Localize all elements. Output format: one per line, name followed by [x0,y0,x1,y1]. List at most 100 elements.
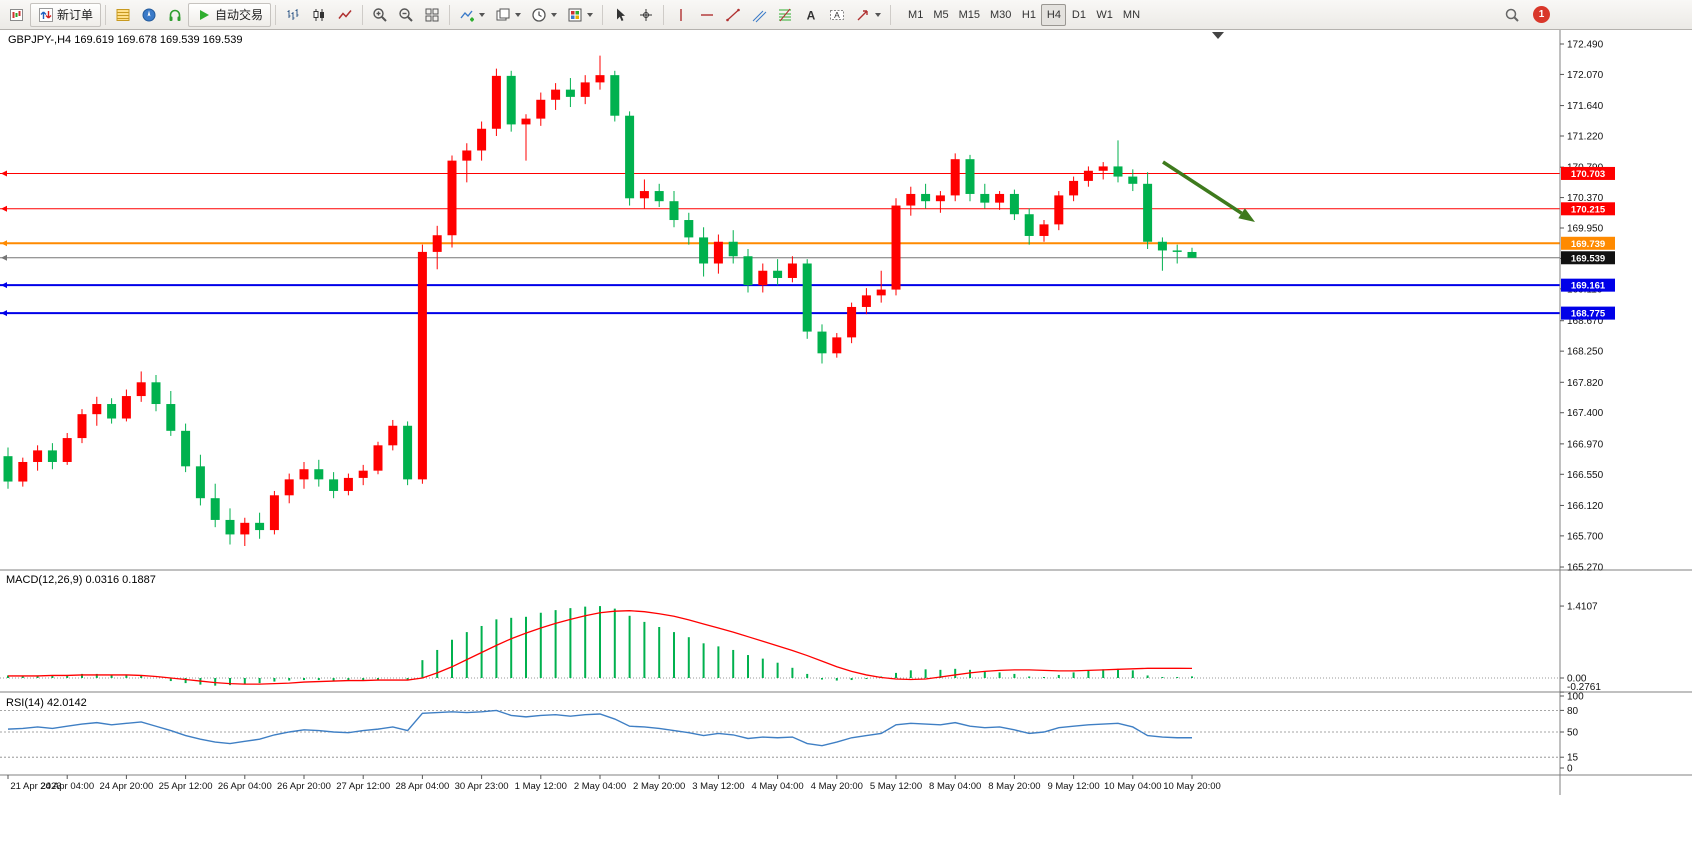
candle-body [92,404,102,415]
new-order-button[interactable]: 新订单 [30,2,102,27]
price-badge [1561,251,1615,265]
candle-body [1054,195,1064,225]
timeframe-d1-button[interactable]: D1 [1071,8,1086,21]
candlestick-chart-button[interactable] [306,3,332,27]
new-order-icon [39,7,53,22]
timeframe-h1-button[interactable]: H1 [1021,8,1036,21]
vertical-line-button[interactable] [668,3,694,27]
candle-body [77,414,87,439]
timeframe-w1-button[interactable]: W1 [1096,8,1113,21]
timeframe-m1-button[interactable]: M1 [908,8,924,21]
candle-body [151,382,161,405]
candle-body [491,75,501,129]
candle-body [373,445,383,471]
candle-body [181,430,191,467]
candle-body [47,450,57,462]
candle-body [787,263,797,278]
candle-body [314,469,324,480]
trendline-button[interactable] [720,3,746,27]
candle-body [580,82,590,97]
price-axis-label: 166.970 [1567,439,1604,450]
line-chart-button[interactable] [332,3,358,27]
hline-handle[interactable] [1,170,7,177]
hline-handle[interactable] [1,282,7,289]
candle-body [1039,224,1049,236]
main-toolbar: 新订单 自动交易 [0,0,1692,30]
indicators-icon [460,10,475,21]
cursor-button[interactable] [607,3,633,27]
hline-handle[interactable] [1,310,7,317]
time-axis-label: 10 May 04:00 [1104,781,1162,792]
candle-body [595,75,605,83]
candle-body [1024,214,1034,236]
chart-shift-marker[interactable] [1212,32,1224,39]
macd-indicator-label: MACD(12,26,9) 0.0316 0.1887 [6,574,156,586]
crosshair-button[interactable] [633,3,659,27]
horizontal-line-button[interactable] [694,3,720,27]
objects-button[interactable] [490,3,526,27]
price-badges-layer: 170.703 170.215 169.739 169.539 169.161 168.7… [1561,166,1615,320]
candle-body [1157,241,1167,251]
price-axis-label: 165.270 [1567,563,1604,574]
candle-body [107,404,117,419]
price-axis-label: 165.700 [1567,531,1604,542]
label-icon-glyph: A [834,9,840,19]
timeframe-m30-button[interactable]: M30 [990,8,1012,21]
price-axis-label: 169.950 [1567,223,1604,234]
channel-button[interactable] [746,3,772,27]
play-icon [200,9,210,20]
candle-body [551,89,561,100]
price-chart[interactable]: 172.490172.070171.640171.220170.790170.3… [0,30,1692,861]
crosshair-icon [640,8,653,21]
periods-button[interactable] [526,3,562,27]
arrows-tool-button[interactable] [850,3,886,27]
hline-handle[interactable] [1,205,7,212]
price-axis-label: 168.250 [1567,347,1604,358]
autotrading-button[interactable]: 自动交易 [188,2,272,27]
timeframe-mn-button[interactable]: MN [1122,8,1141,21]
indicators-button[interactable] [454,3,490,27]
fibonacci-button[interactable] [772,3,798,27]
trend-arrow-annotation[interactable] [1162,160,1243,215]
tile-windows-button[interactable] [419,3,445,27]
hline-handle[interactable] [1,240,7,247]
fibonacci-icon [779,8,792,21]
terminal-button[interactable] [162,3,188,27]
text-icon-glyph: A [807,8,816,22]
zoom-in-button[interactable] [367,3,393,27]
templates-button[interactable] [562,3,598,27]
candle-body [447,160,457,236]
label-tool-button[interactable]: A [824,3,850,27]
toolbar-right-group: 1 [1499,3,1550,27]
search-button[interactable] [1499,3,1525,27]
market-watch-button[interactable] [110,3,136,27]
channel-icon [752,10,767,22]
candle-body [462,150,472,161]
price-badge-label: 168.775 [1571,309,1606,320]
rsi-indicator-label: RSI(14) 42.0142 [6,697,87,709]
timeframe-m15-button[interactable]: M15 [958,8,980,21]
time-axis-label: 2 May 04:00 [574,781,626,792]
text-tool-button[interactable]: A [798,3,824,27]
timeframe-h4-button[interactable]: H4 [1041,3,1067,26]
toolbar-separator [275,4,277,25]
zoom-out-button[interactable] [393,3,419,27]
toolbar-separator [362,4,364,25]
trend-arrow-head[interactable] [1238,208,1255,222]
time-axis-label: 24 Apr 20:00 [99,781,153,792]
hline-handle[interactable] [1,254,7,261]
price-axis-label: 172.070 [1567,70,1604,81]
candle-body [506,75,516,125]
candle-body [861,295,871,307]
navigator-button[interactable] [136,3,162,27]
price-badge [1561,236,1615,250]
notification-badge[interactable]: 1 [1533,6,1550,23]
bar-chart-button[interactable] [280,3,306,27]
new-chart-button[interactable] [4,3,30,27]
macd-signal-line [8,610,1193,685]
vertical-line-icon [680,8,682,21]
time-axis-label: 26 Apr 20:00 [277,781,331,792]
candle-body [891,205,901,290]
timeframe-m5-button[interactable]: M5 [933,8,949,21]
candle-body [1083,170,1093,181]
